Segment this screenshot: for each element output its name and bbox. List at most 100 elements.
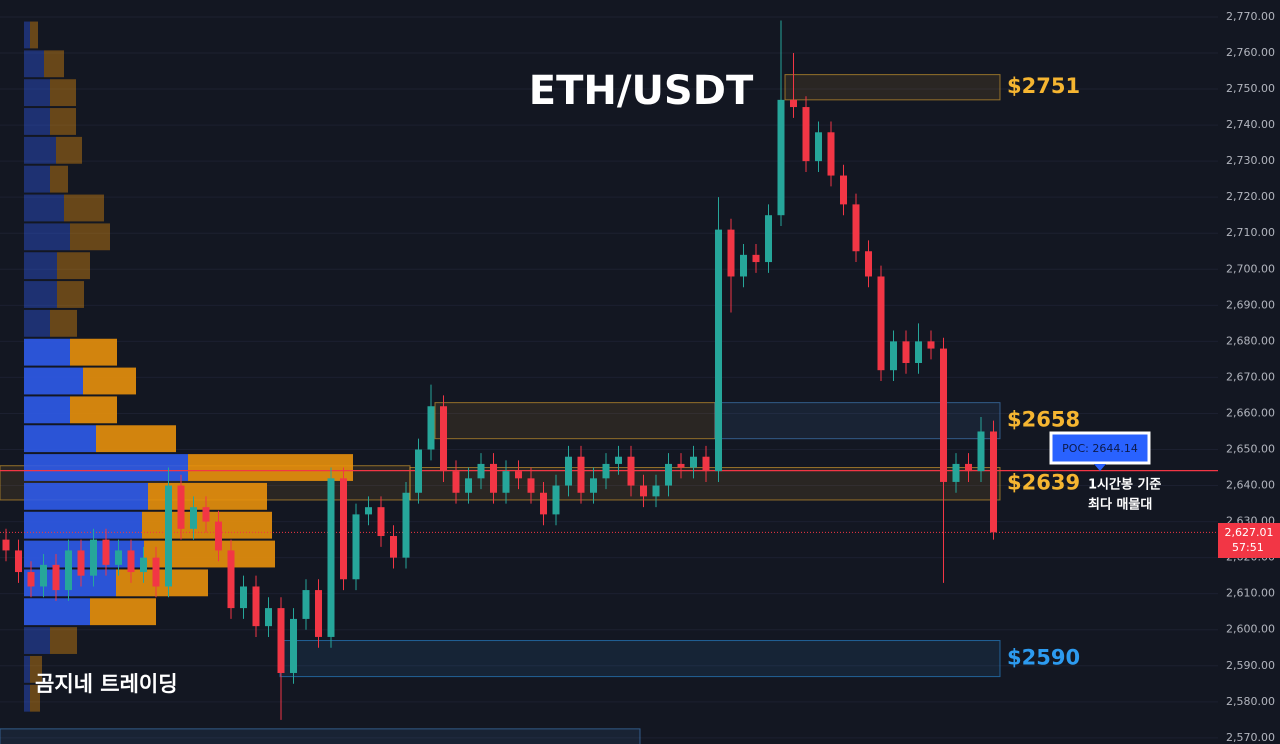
zone-label: $2751: [1007, 74, 1080, 98]
y-tick-label: 2,710.00: [1226, 226, 1275, 239]
candle-body: [890, 341, 897, 371]
y-tick-label: 2,740.00: [1226, 118, 1275, 131]
candle-body: [102, 539, 110, 565]
profile-buy: [24, 79, 50, 107]
candle-body: [690, 456, 697, 468]
profile-buy: [24, 338, 70, 366]
poc-label: POC: 2644.14: [1062, 442, 1138, 455]
profile-sell: [96, 425, 176, 453]
candle-body: [152, 557, 160, 587]
candle-body: [490, 463, 497, 493]
candle-body: [315, 590, 322, 637]
profile-sell: [57, 252, 90, 280]
y-tick-label: 2,670.00: [1226, 370, 1275, 383]
profile-buy: [24, 108, 50, 135]
candle-body: [852, 204, 860, 252]
y-tick-label: 2,570.00: [1226, 731, 1275, 744]
candle-body: [765, 215, 772, 263]
candle-body: [777, 99, 785, 216]
poc-note: 최다 매물대: [1088, 497, 1152, 513]
candle-body: [602, 463, 610, 479]
chart-title: ETH/USDT: [529, 68, 754, 114]
candle-body: [802, 107, 810, 162]
candle-body: [190, 507, 197, 529]
zone: [0, 728, 641, 744]
profile-sell: [83, 367, 136, 395]
candle-body: [277, 608, 285, 673]
y-tick-label: 2,730.00: [1226, 154, 1275, 167]
candle-body: [815, 132, 822, 162]
candle-body: [2, 539, 10, 551]
profile-buy: [24, 309, 50, 337]
last-price: 2,627.01: [1225, 526, 1274, 539]
profile-sell: [30, 684, 40, 712]
candle-body: [940, 348, 947, 482]
profile-sell: [50, 108, 76, 135]
candle-body: [352, 514, 360, 580]
candle-body: [440, 406, 447, 472]
profile-sell: [116, 569, 208, 597]
y-tick-label: 2,690.00: [1226, 298, 1275, 311]
profile-sell: [90, 598, 156, 626]
candle-body: [565, 456, 572, 486]
candle-body: [340, 478, 347, 580]
candle-body: [127, 550, 135, 573]
y-tick-label: 2,580.00: [1226, 695, 1275, 708]
price-badge: [1218, 523, 1280, 558]
candle-body: [652, 485, 660, 497]
candle-body: [702, 456, 710, 472]
candle-body: [327, 478, 335, 637]
candle-body: [527, 478, 535, 493]
zone-label: $2590: [1007, 646, 1080, 670]
candle-body: [452, 471, 460, 493]
profile-buy: [24, 454, 188, 481]
y-tick-label: 2,760.00: [1226, 46, 1275, 59]
zone: [434, 402, 716, 440]
candle-body: [552, 485, 560, 515]
zone-label: $2639: [1007, 471, 1080, 495]
y-tick-label: 2,700.00: [1226, 262, 1275, 275]
candle-body: [202, 507, 210, 522]
profile-buy: [24, 281, 57, 308]
candle-body: [965, 463, 972, 472]
y-tick-label: 2,600.00: [1226, 623, 1275, 636]
candle-body: [752, 254, 760, 263]
profile-sell: [50, 627, 77, 654]
y-tick-label: 2,640.00: [1226, 479, 1275, 492]
y-tick-label: 2,750.00: [1226, 82, 1275, 95]
profile-buy: [24, 396, 70, 424]
zone-label: $2658: [1007, 408, 1080, 432]
profile-buy: [24, 627, 50, 654]
candle-body: [902, 341, 910, 363]
candle-body: [515, 471, 522, 479]
profile-buy: [24, 655, 30, 683]
candle-body: [215, 521, 222, 551]
candle-body: [52, 564, 60, 591]
candle-body: [15, 550, 22, 573]
y-tick-label: 2,680.00: [1226, 334, 1275, 347]
candle-body: [627, 456, 635, 486]
profile-sell: [50, 165, 68, 193]
profile-buy: [24, 367, 83, 395]
profile-sell: [144, 540, 275, 568]
candle-body: [927, 341, 935, 349]
candle-body: [402, 492, 410, 558]
candle-body: [540, 492, 547, 515]
profile-sell: [64, 194, 104, 222]
y-tick-label: 2,720.00: [1226, 190, 1275, 203]
candle-body: [502, 471, 510, 493]
profile-buy: [24, 21, 30, 49]
candle-body: [640, 485, 647, 497]
candle-body: [665, 463, 672, 486]
candle-body: [165, 485, 172, 587]
profile-buy: [24, 136, 56, 164]
candle-body: [377, 507, 385, 537]
candle-body: [677, 463, 685, 468]
profile-sell: [70, 396, 117, 424]
candle-body: [390, 536, 397, 558]
profile-sell: [30, 21, 38, 49]
zone: [784, 74, 1001, 101]
profile-buy: [24, 252, 57, 280]
